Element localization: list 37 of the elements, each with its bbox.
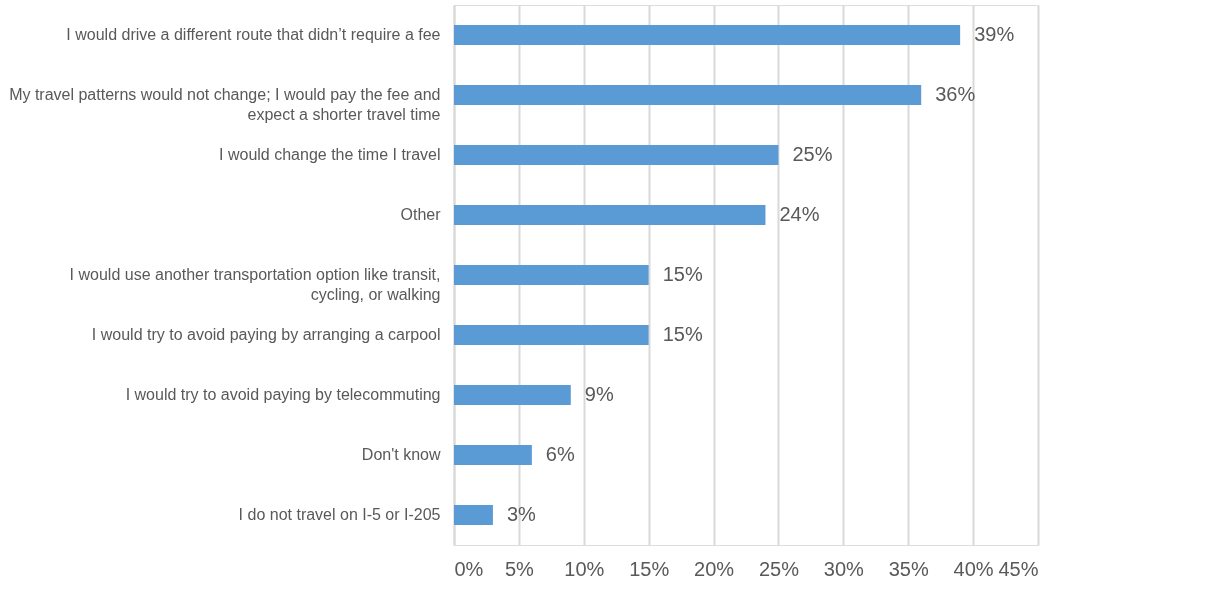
y-tick-label: I would use another transportation option like transit, cycling, or walking bbox=[69, 266, 441, 303]
data-label: 36% bbox=[935, 83, 976, 105]
x-tick-label: 25% bbox=[758, 557, 800, 580]
data-label: 3% bbox=[506, 503, 537, 525]
data-label: 6% bbox=[545, 443, 575, 465]
y-tick-label: My travel patterns would not change; I would pay the fee and expect a shorter travel time bbox=[9, 86, 441, 123]
data-label: 24% bbox=[779, 203, 820, 225]
bar bbox=[454, 505, 493, 525]
bar bbox=[454, 385, 571, 405]
x-tick-label: 15% bbox=[629, 557, 670, 580]
bar bbox=[454, 205, 766, 225]
x-tick-label: 45% bbox=[998, 557, 1039, 580]
y-tick-label: I would drive a different route that didn’t require a fee bbox=[66, 26, 441, 43]
bar bbox=[454, 85, 922, 105]
y-tick-label: I do not travel on I-5 or I-205 bbox=[238, 506, 441, 523]
y-tick-label: I would change the time I travel bbox=[219, 146, 441, 163]
x-tick-label: 0% bbox=[454, 557, 484, 580]
x-tick-label: 20% bbox=[694, 557, 735, 580]
y-tick-label: I would try to avoid paying by telecommuting bbox=[125, 386, 441, 403]
y-tick-label: I would try to avoid paying by arranging a carpool bbox=[91, 326, 441, 343]
bar bbox=[454, 445, 532, 465]
data-label: 15% bbox=[662, 263, 703, 285]
data-label: 9% bbox=[584, 383, 614, 405]
data-label: 15% bbox=[662, 323, 703, 345]
bar bbox=[454, 265, 649, 285]
x-tick-label: 35% bbox=[888, 557, 929, 580]
x-tick-label: 30% bbox=[823, 557, 865, 580]
data-label: 25% bbox=[792, 143, 833, 165]
bar bbox=[454, 145, 779, 165]
y-tick-label: Don't know bbox=[361, 446, 441, 463]
bar bbox=[454, 25, 961, 45]
y-tick-label: Other bbox=[400, 206, 442, 223]
x-tick-label: 10% bbox=[564, 557, 605, 580]
x-tick-label: 40% bbox=[953, 557, 994, 580]
data-label: 39% bbox=[974, 23, 1015, 45]
x-tick-label: 5% bbox=[504, 557, 535, 580]
bar bbox=[454, 325, 649, 345]
